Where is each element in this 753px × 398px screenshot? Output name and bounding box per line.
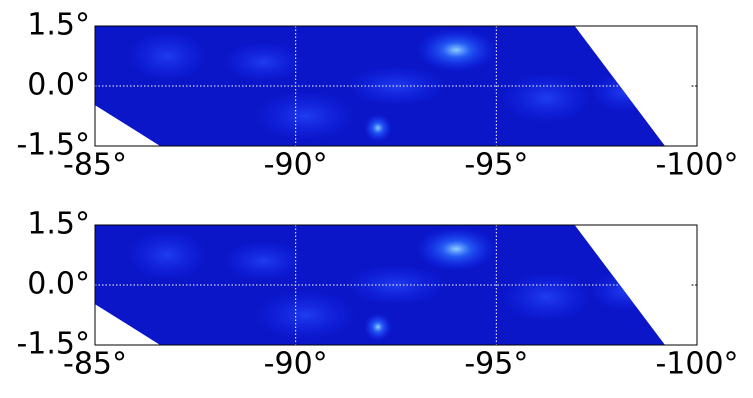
blob — [255, 91, 356, 141]
y-tick-label: -1.5° — [16, 327, 90, 362]
x-tick-label: -95° — [464, 148, 528, 183]
x-tick-label: -95° — [464, 347, 528, 382]
x-tick-label: -90° — [264, 347, 328, 382]
x-tick-label: -100° — [655, 347, 738, 382]
x-tick-label: -85° — [63, 148, 127, 183]
frame — [94, 224, 698, 346]
y-tick-label: 0.0° — [27, 267, 90, 302]
blob — [127, 31, 208, 81]
blob — [223, 241, 304, 281]
blob — [501, 272, 592, 322]
y-tick-label: -1.5° — [16, 128, 90, 163]
x-tick-label: -100° — [655, 148, 738, 183]
y-tick-label: 0.0° — [27, 68, 90, 103]
blob — [223, 42, 304, 82]
y-tick-label: 1.5° — [27, 207, 90, 242]
blob — [501, 73, 592, 123]
heatmap — [95, 26, 666, 146]
blob — [589, 271, 660, 311]
blob — [416, 227, 497, 271]
heatmap — [95, 225, 666, 345]
x-tick-label: -85° — [63, 347, 127, 382]
blob — [255, 290, 356, 340]
x-tick-label: -90° — [264, 148, 328, 183]
y-tick-label: 1.5° — [27, 8, 90, 43]
blob — [363, 114, 392, 142]
blob — [416, 28, 497, 72]
blob — [127, 230, 208, 280]
frame — [94, 25, 698, 147]
blob — [589, 72, 660, 112]
blob — [363, 313, 392, 341]
